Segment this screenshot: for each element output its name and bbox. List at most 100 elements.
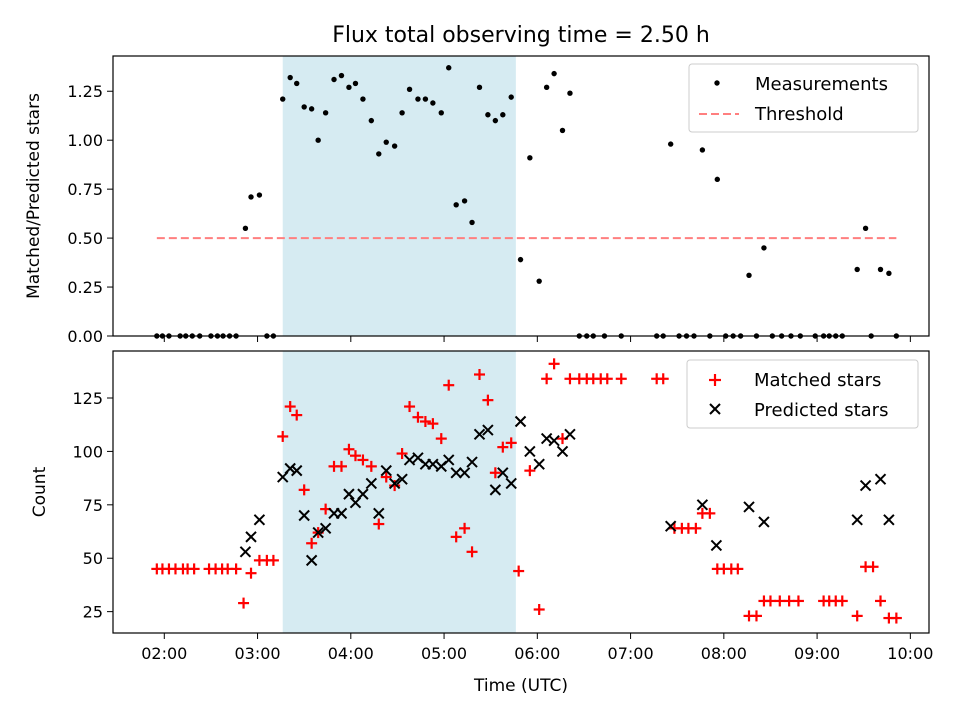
matched-star-point <box>412 411 424 423</box>
bottom-y-tick-label: 100 <box>72 442 103 461</box>
matched-star-point <box>230 563 242 575</box>
matched-star-point <box>482 394 494 406</box>
measurement-point <box>667 141 674 147</box>
measurement-point <box>453 202 459 208</box>
measurement-point <box>461 198 468 204</box>
top-panel-series <box>154 65 900 339</box>
matched-star-point <box>867 561 879 573</box>
bottom-panel: 25 50 75 100 125 02:00 03:00 04:00 05:00 06:00 07… <box>30 350 933 696</box>
measurement-point <box>543 84 550 91</box>
matched-star-point <box>245 567 257 579</box>
predicted-star-point <box>556 445 569 458</box>
measurement-point <box>854 266 860 273</box>
top-panel-title: Flux total observing time = 2.50 h <box>332 23 710 48</box>
matched-star-point <box>541 373 553 385</box>
matched-star-point <box>601 373 613 385</box>
bottom-y-tick-label: 125 <box>72 389 103 408</box>
measurement-point <box>699 147 706 153</box>
predicted-star-point <box>696 499 709 511</box>
matched-star-point <box>774 595 786 607</box>
measurement-point <box>391 143 398 149</box>
predicted-star-point <box>298 509 310 522</box>
bottom-x-tick-label: 06:00 <box>514 644 560 663</box>
bottom-x-tick-label: 03:00 <box>234 644 280 663</box>
top-legend: Measurements Threshold <box>688 63 919 133</box>
predicted-star-point <box>357 488 369 500</box>
top-panel-x-ticks <box>163 336 911 342</box>
measurement-point <box>280 96 286 102</box>
predicted-star-point <box>564 428 576 441</box>
measurement-point <box>346 84 352 91</box>
measurement-point <box>536 278 542 284</box>
measurement-point <box>492 117 499 124</box>
predicted-star-point <box>664 520 677 532</box>
measurement-point <box>308 106 315 112</box>
measurement-point <box>406 86 413 92</box>
top-y-tick-label: 0.00 <box>67 327 103 346</box>
legend-matched-marker <box>709 374 721 386</box>
bottom-panel-y-ticks: 25 50 75 100 125 <box>72 389 113 622</box>
matched-star-point <box>792 595 804 607</box>
top-panel-frame <box>112 55 930 337</box>
measurement-point <box>248 194 254 200</box>
predicted-star-point <box>743 501 755 513</box>
measurement-point <box>383 139 389 145</box>
top-panel-y-label: Matched/Predicted stars <box>24 93 44 299</box>
measurement-point <box>415 96 421 102</box>
measurement-point <box>438 110 444 116</box>
measurement-point <box>567 90 573 96</box>
predicted-star-point <box>373 507 385 520</box>
measurement-point <box>360 96 366 102</box>
measurement-point <box>287 74 293 81</box>
predicted-star-point <box>380 464 392 477</box>
measurement-point <box>551 70 557 77</box>
predicted-star-point <box>710 539 723 552</box>
predicted-star-point <box>758 516 770 528</box>
matched-star-point <box>513 565 525 577</box>
matched-star-point <box>564 373 576 385</box>
measurement-point <box>761 245 767 251</box>
measurement-point <box>338 72 345 79</box>
bottom-x-tick-label: 10:00 <box>887 644 933 663</box>
predicted-star-point <box>305 554 318 567</box>
predicted-star-point <box>239 546 252 558</box>
predicted-star-point <box>533 458 545 470</box>
bottom-panel-x-label: Time (UTC) <box>473 676 568 696</box>
matched-star-point <box>466 546 478 558</box>
matched-star-point <box>267 554 279 566</box>
predicted-star-point <box>505 477 517 490</box>
predicted-star-point <box>851 514 863 526</box>
matched-star-point <box>548 358 560 370</box>
matched-star-point <box>277 430 289 442</box>
matched-star-point <box>783 595 795 607</box>
matched-star-point <box>704 507 716 519</box>
matched-star-point <box>435 433 447 445</box>
matched-star-point <box>836 595 848 607</box>
measurement-point <box>476 84 483 91</box>
bottom-x-tick-label: 05:00 <box>421 644 467 663</box>
predicted-star-point <box>874 473 887 485</box>
bottom-panel-x-ticks: 02:00 03:00 04:00 05:00 06:00 07:00 08:00 09:00… <box>141 633 933 663</box>
predicted-star-point <box>883 514 895 526</box>
top-y-tick-label: 0.50 <box>67 229 103 248</box>
matched-star-point <box>851 610 863 622</box>
predicted-star-point <box>291 464 303 477</box>
measurement-point <box>301 104 307 110</box>
measurement-point <box>517 256 524 263</box>
predicted-star-point <box>450 467 462 479</box>
predicted-star-point <box>335 507 348 520</box>
predicted-star-point <box>514 415 527 428</box>
matched-star-point <box>404 401 416 413</box>
matched-star-point <box>615 373 627 385</box>
bottom-panel-series <box>151 358 902 624</box>
top-panel: Flux total observing time = 2.50 h 0.00 0… <box>24 23 930 346</box>
bottom-x-tick-label: 04:00 <box>328 644 374 663</box>
predicted-star-point <box>443 454 455 466</box>
predicted-star-point <box>403 454 416 466</box>
measurement-point <box>446 65 452 71</box>
matched-star-point <box>474 369 486 380</box>
legend-measurements-marker <box>714 80 720 86</box>
matched-star-point <box>419 416 431 427</box>
matched-star-point <box>389 480 401 492</box>
